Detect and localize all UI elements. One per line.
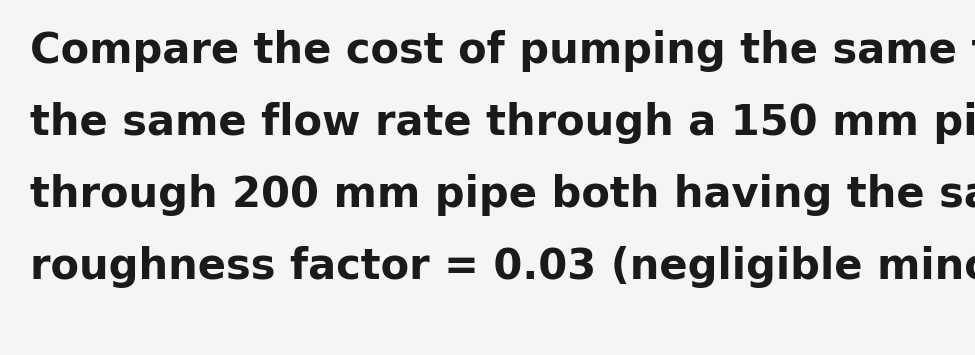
Text: roughness factor = 0.03 (negligible minor loss).: roughness factor = 0.03 (negligible mino… bbox=[30, 246, 975, 288]
Text: through 200 mm pipe both having the same: through 200 mm pipe both having the same bbox=[30, 174, 975, 216]
Text: the same flow rate through a 150 mm pipe and: the same flow rate through a 150 mm pipe… bbox=[30, 102, 975, 144]
Text: Compare the cost of pumping the same fluid at: Compare the cost of pumping the same flu… bbox=[30, 30, 975, 72]
